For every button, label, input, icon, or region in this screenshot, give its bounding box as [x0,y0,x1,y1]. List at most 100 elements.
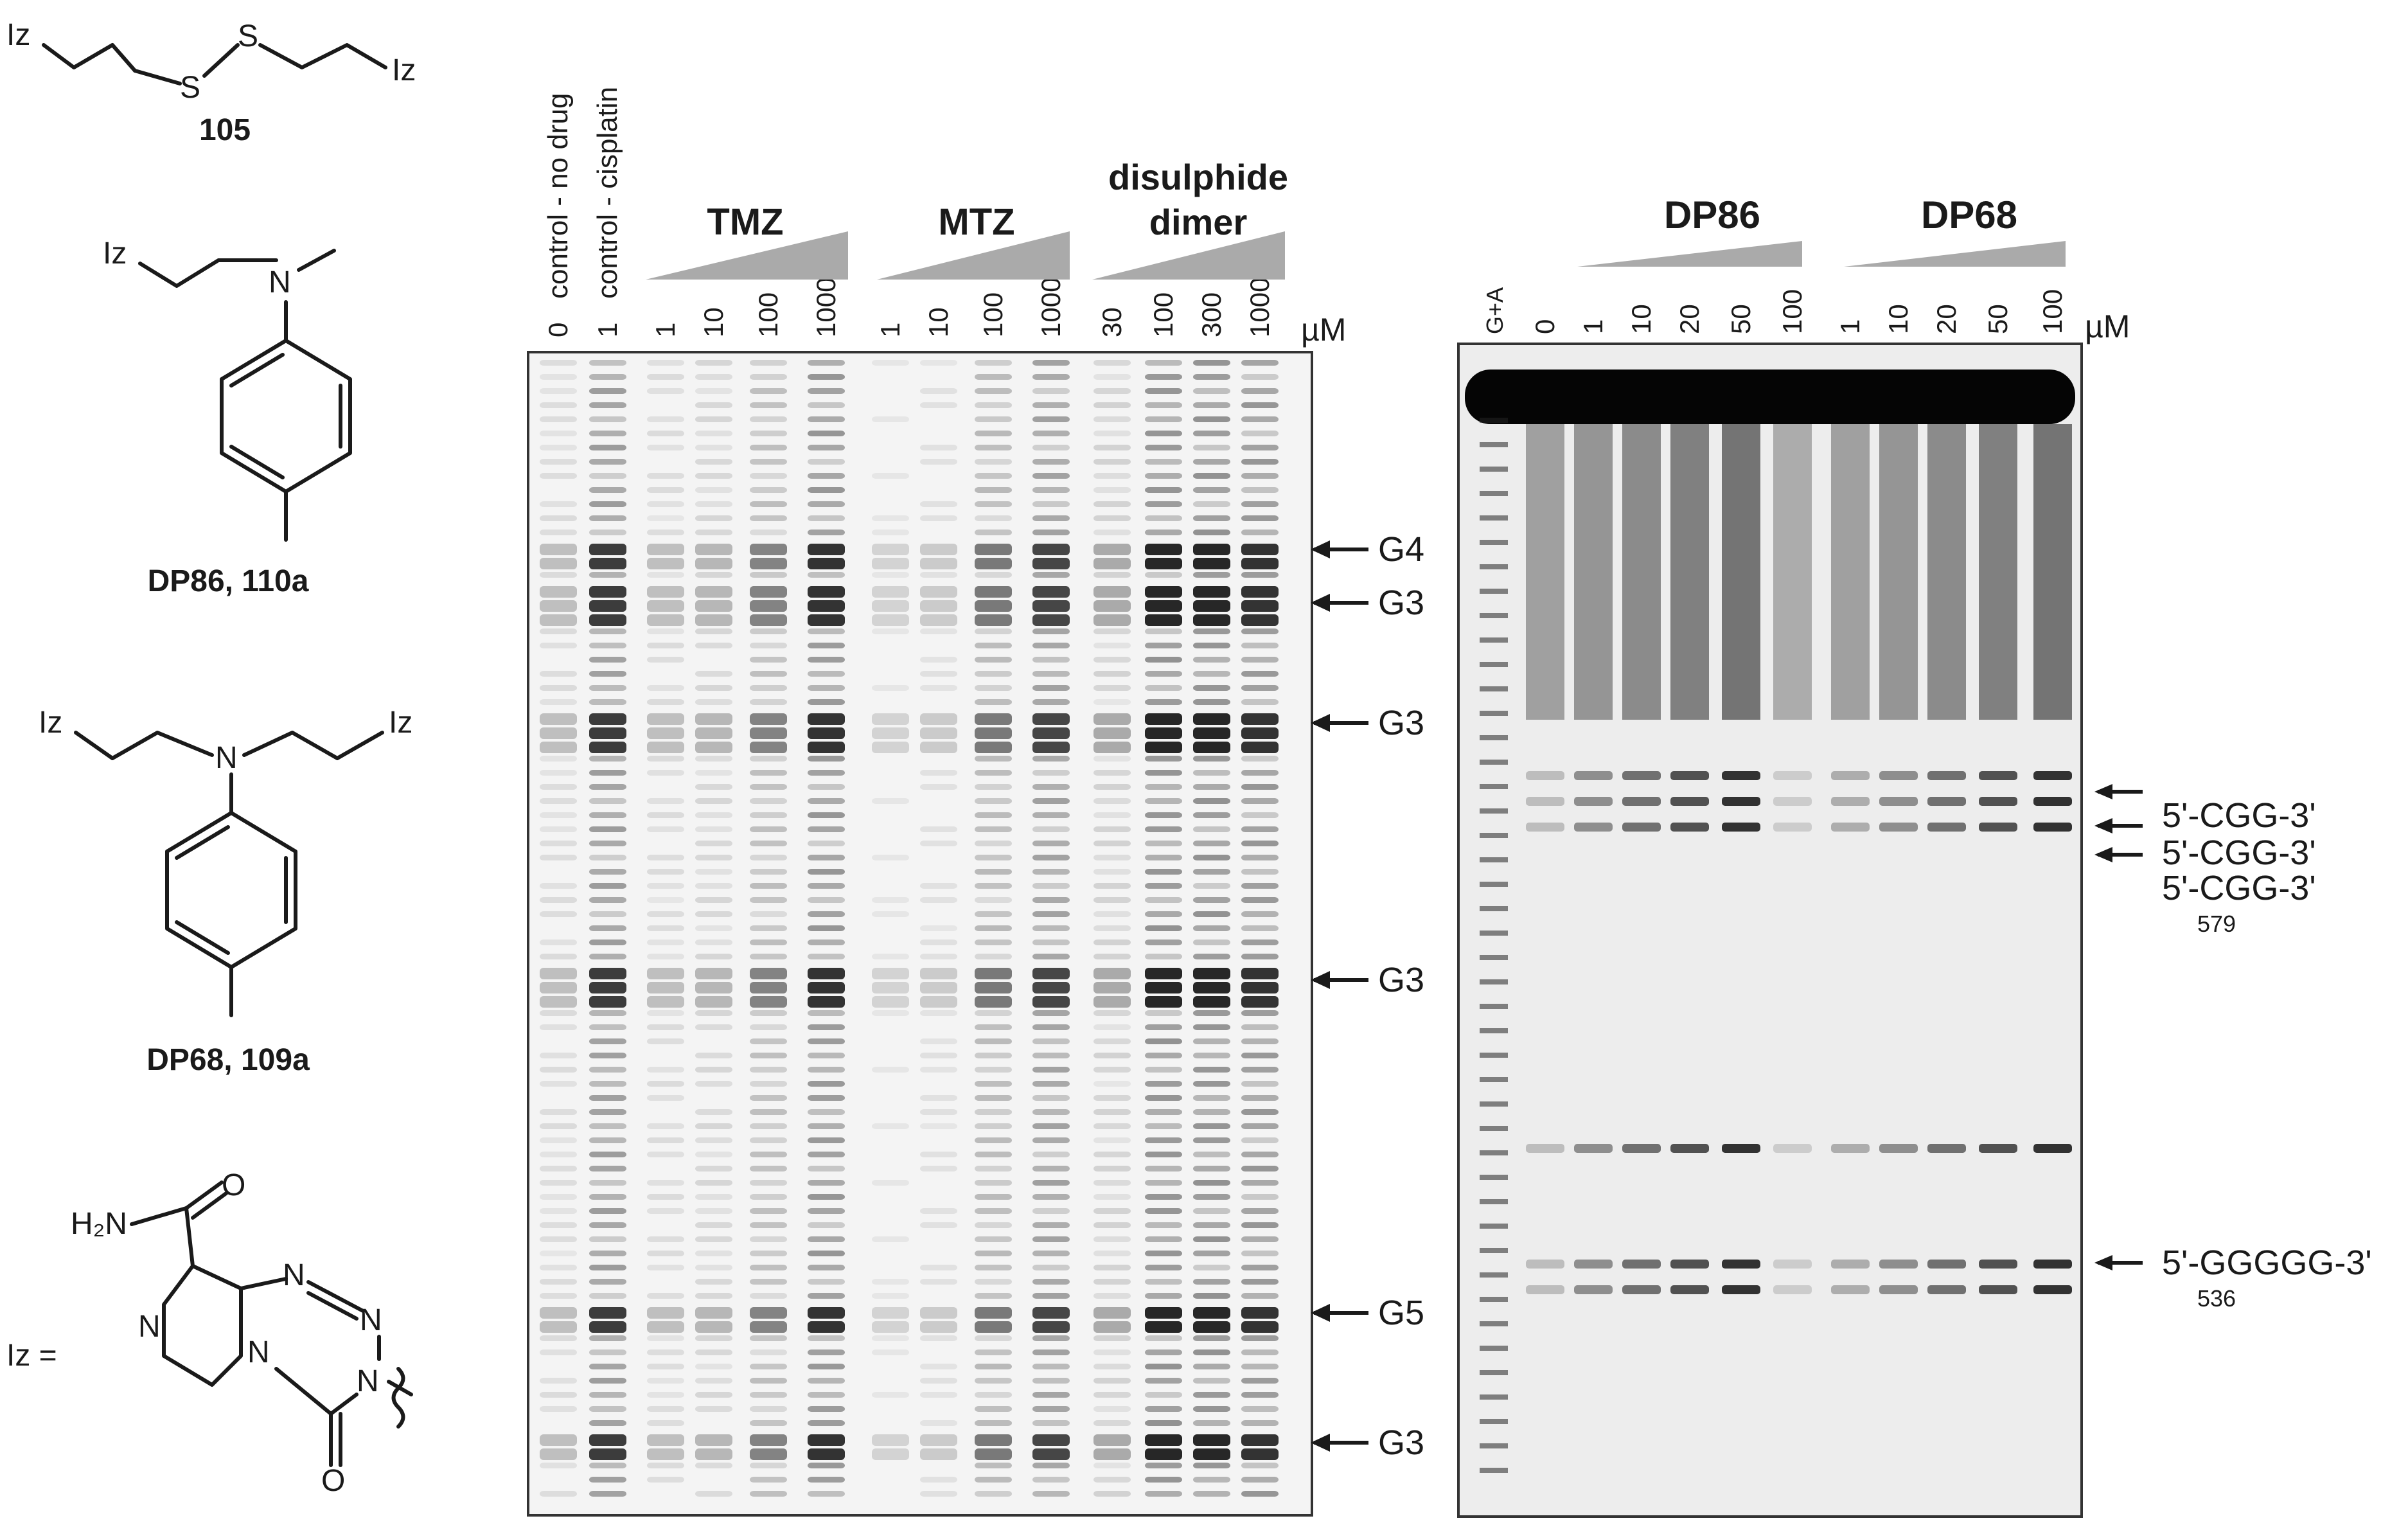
gel-band [1032,1222,1070,1228]
gel-band [1145,756,1182,762]
gel-band [808,558,845,569]
gel-band [589,1491,626,1497]
gel-band [540,1349,577,1355]
gel-band [1480,1126,1508,1131]
gel-band [1093,416,1131,422]
gel-band [647,1095,684,1101]
gel-band [695,1406,732,1412]
gel-band [975,742,1012,753]
gel-band [808,1067,845,1073]
gel-band [1093,459,1131,465]
gel-band [1773,771,1812,780]
gel-band [1145,1208,1182,1214]
gel-band [1093,1265,1131,1270]
gel-band [1193,1307,1230,1319]
gel-band [975,657,1012,663]
gel-band [695,685,732,691]
gel-band [1145,1053,1182,1058]
gel-band [1093,996,1131,1008]
gel-band [1032,855,1070,860]
gel-band [1831,823,1870,832]
gel-band [872,1236,909,1242]
gel-band [540,600,577,612]
arrow-head [1311,1434,1330,1452]
gel-left [527,351,1313,1517]
gel-band [1241,515,1279,521]
gel-band [1831,771,1870,780]
gel-left-bands [540,360,1279,1497]
gel-band [1773,797,1812,806]
gel-band [872,628,909,634]
gel-band [647,1307,684,1319]
gel-band [808,1095,845,1101]
gel-band [808,643,845,648]
gel-band [589,855,626,860]
gel-band [975,388,1012,394]
gel-band [750,586,787,598]
gel-band [1193,1152,1230,1157]
gel-band [1241,756,1279,762]
gel-band [1093,614,1131,626]
gel-band [872,713,909,725]
gel-band [540,841,577,846]
gel-band [540,1222,577,1228]
gel-band [1193,1222,1230,1228]
gel-band [1032,1024,1070,1030]
gel-band [975,416,1012,422]
gel-band [808,1420,845,1426]
gel-band [920,628,957,634]
gel-band [1032,1081,1070,1087]
gel-band [2033,771,2072,780]
gel-band [808,996,845,1008]
gel-band [1241,501,1279,507]
gel-band [1032,1392,1070,1398]
gel-band [1193,1491,1230,1497]
gel-band [1093,742,1131,753]
gel-band [1145,459,1182,465]
gel-band [750,756,787,762]
gel-band [1145,1364,1182,1369]
gel-band [1193,1279,1230,1285]
gel-band [1193,911,1230,917]
gel-band [1193,727,1230,739]
gel-band [1032,1293,1070,1299]
gel-band [647,1251,684,1256]
gel-band [695,473,732,479]
gel-band [975,770,1012,776]
gel-band [1241,925,1279,931]
gel-band [1145,586,1182,598]
gel-band [1480,833,1508,838]
gel-band [1480,1150,1508,1155]
gel-band [1093,1307,1131,1319]
gel-band [1145,431,1182,436]
group-label-mtz: MTZ [938,201,1014,243]
gel-band [872,897,909,903]
gel-band [1145,388,1182,394]
gel-band [1145,883,1182,889]
gel-band [695,1392,732,1398]
gel-band [647,897,684,903]
gel-band [540,1463,577,1468]
gel-band [695,940,732,945]
gel-band [647,628,684,634]
gel-band [975,1038,1012,1044]
gel-band [589,1251,626,1256]
gel-band [1480,637,1508,643]
gel-band [808,883,845,889]
band-label: G3 [1378,961,1424,999]
gel-band [1480,735,1508,740]
gel-band [975,360,1012,366]
gel-band [975,1109,1012,1115]
gel-band [589,600,626,612]
gel-band [872,968,909,979]
gel-band [589,1010,626,1016]
unit-label: µM [1301,312,1346,348]
gel-band [1093,1081,1131,1087]
gel-band [750,1364,787,1369]
gel-band [975,1463,1012,1468]
gel-band [1193,954,1230,959]
gel-band [1480,1224,1508,1229]
gel-band [808,614,845,626]
gel-band [1093,1406,1131,1412]
structure-dp86: Iz N DP86, 110a [103,236,352,598]
